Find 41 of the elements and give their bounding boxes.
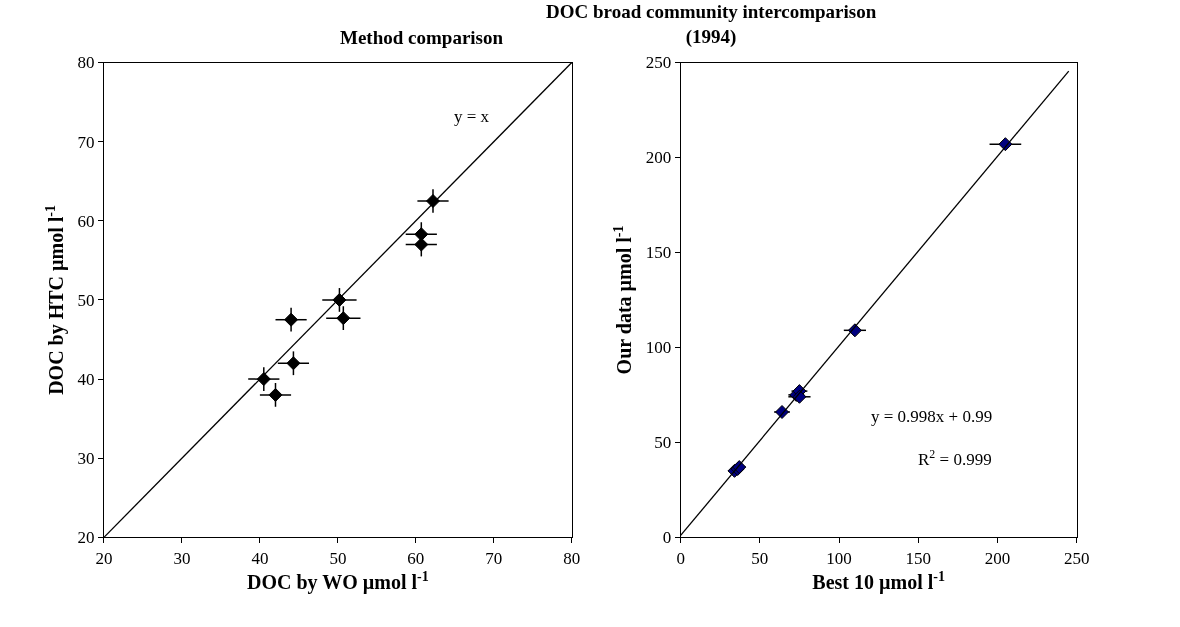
x-tick-label: 0 [676, 548, 685, 568]
y-tick-label: 200 [645, 148, 672, 168]
x-tick-label: 20 [95, 548, 113, 568]
point [336, 311, 351, 326]
x-tick-label: 80 [563, 548, 581, 568]
point [256, 372, 271, 387]
x-tick-label: 150 [905, 548, 932, 568]
y-tick-label: 150 [645, 243, 672, 263]
x-tick-label: 200 [984, 548, 1011, 568]
chart-title: DOC broad community intercomparison (1994) [546, 1, 877, 48]
y-tick-label: 30 [77, 449, 95, 469]
annotation: y = 0.998x + 0.99 [871, 407, 993, 426]
point [426, 194, 440, 208]
x-tick-label: 50 [329, 548, 347, 568]
x-tick-label: 70 [485, 548, 503, 568]
point [268, 387, 283, 402]
y-tick-label: 50 [654, 433, 672, 453]
annotation: R$^{2}$ = 0.999 [918, 447, 992, 470]
y-tick-label: 0 [662, 528, 672, 548]
y-tick-label: 80 [77, 53, 95, 73]
x-tick-label: 100 [826, 548, 852, 568]
point [414, 227, 429, 242]
y-tick-label: 60 [77, 211, 95, 231]
x-tick-label: 50 [751, 548, 769, 568]
y-tick-label: 20 [77, 528, 95, 548]
x-tick-label: 60 [407, 548, 425, 568]
chart-title: Method comparison [340, 27, 504, 48]
x-tick-label: 30 [173, 548, 191, 568]
y-tick-label: 70 [77, 132, 95, 152]
x-axis-title: DOC by WO µmol l$^{-1}$ [247, 568, 429, 595]
x-tick-label: 250 [1063, 548, 1090, 568]
x-tick-label: 40 [251, 548, 269, 568]
x-axis-title: Best 10 µmol l$^{-1}$ [812, 568, 945, 595]
point [286, 356, 301, 371]
annotation: y = x [454, 107, 490, 126]
point [414, 237, 429, 252]
y-tick-label: 100 [645, 338, 672, 358]
y-tick-label: 250 [645, 53, 672, 73]
point [284, 312, 299, 327]
y-tick-label: 50 [77, 290, 95, 310]
y-tick-label: 40 [77, 370, 95, 390]
